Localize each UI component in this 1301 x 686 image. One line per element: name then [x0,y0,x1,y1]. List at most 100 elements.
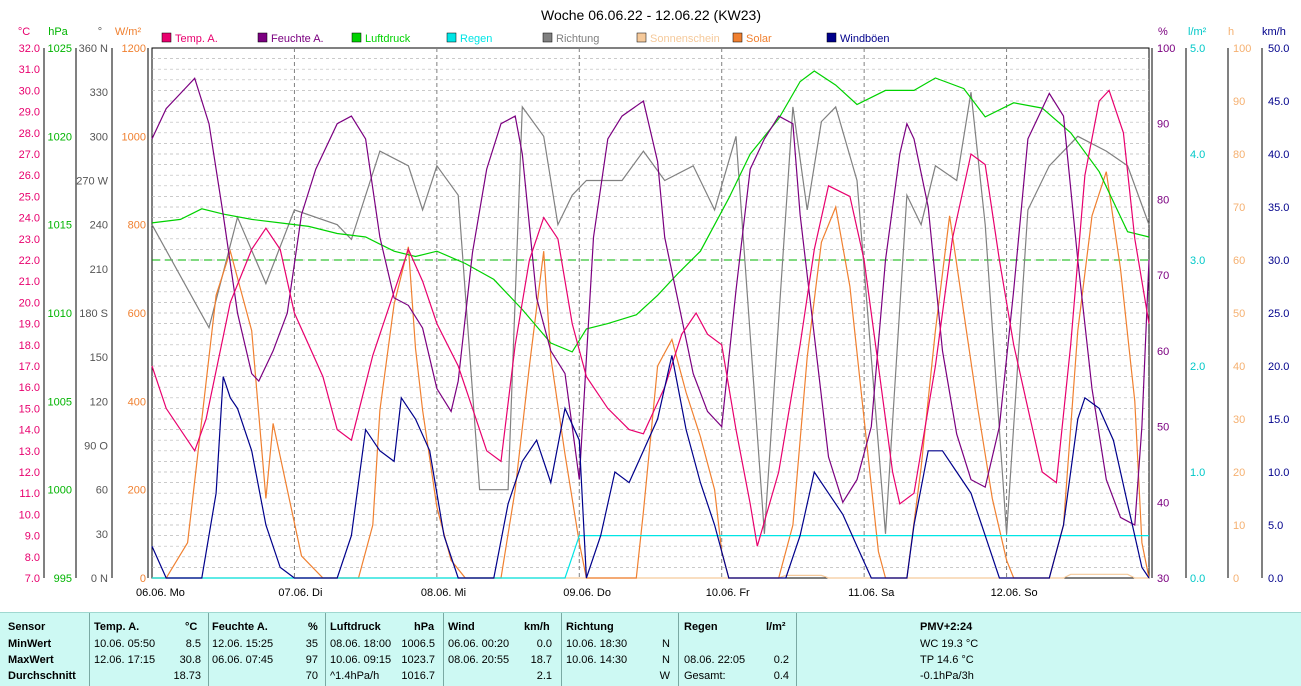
axis-tick-wind: 15.0 [1268,414,1289,426]
stats-cell-pmv: TP 14.6 °C [920,654,974,666]
axis-tick-temp: 21.0 [19,276,40,288]
axis-tick-solar: 1200 [122,43,146,55]
axis-tick-temp: 12.0 [19,467,40,479]
legend-label-4: Richtung [556,33,599,45]
axis-tick-sunshine: 10 [1233,520,1245,532]
axis-tick-solar: 0 [140,573,146,585]
axis-tick-humidity: 90 [1157,119,1169,131]
axis-tick-direction: 240 [90,220,108,232]
axis-tick-solar: 600 [128,308,146,320]
series-line-sonnenschein [152,573,1149,579]
axes: °C 32.0 31.0 30.0 29.0 28.0 27.0 26.0 25.0 24.0 23… [18,26,1290,599]
axis-tick-wind: 0.0 [1268,573,1283,585]
axis-tick-direction: 60 [96,485,108,497]
legend-label-7: Windböen [840,33,890,45]
stats-cell-press-val: 1023.7 [401,654,435,666]
axis-tick-wind: 25.0 [1268,308,1289,320]
axis-tick-temp: 29.0 [19,107,40,119]
axis-tick-humidity: 40 [1157,497,1169,509]
day-label: 08.06. Mi [421,587,466,599]
legend-swatch-1 [257,32,268,43]
axis-tick-temp: 31.0 [19,64,40,76]
legend-swatch-5 [636,32,647,43]
day-label: 12.06. So [991,587,1038,599]
stats-cell-dir-val: N [662,654,670,666]
axis-unit-sunshine: h [1228,26,1234,38]
series-layer [151,70,1150,579]
stats-header-temp: Temp. A. [94,621,140,633]
stats-header-wind: Wind [448,621,475,633]
stats-cell-rain-time: Gesamt: [684,670,726,682]
axis-tick-temp: 10.0 [19,509,40,521]
axis-tick-direction: 330 [90,87,108,99]
axis-tick-pressure: 1025 [48,43,72,55]
axis-tick-solar: 400 [128,396,146,408]
stats-header-pmv: PMV+2:24 [920,621,973,633]
legend-label-5: Sonnenschein [650,33,720,45]
stats-cell-rain-time: 08.06. 22:05 [684,654,746,666]
axis-tick-temp: 9.0 [25,531,40,543]
axis-tick-temp: 14.0 [19,425,40,437]
axis-tick-sunshine: 50 [1233,308,1245,320]
axis-tick-sunshine: 40 [1233,361,1245,373]
stats-cell-hum-val: 35 [305,638,318,650]
axis-tick-sunshine: 90 [1233,96,1245,108]
stats-cell-hum-val: 70 [305,670,318,682]
axis-tick-direction: 360 N [79,43,108,55]
stats-header-hum: Feuchte A. [212,621,268,633]
axis-tick-direction: 210 [90,264,108,276]
legend-swatch-4 [542,32,553,43]
axis-tick-direction: 90 O [84,441,108,453]
axis-tick-pressure: 1020 [48,131,72,143]
axis-tick-sunshine: 20 [1233,467,1245,479]
axis-tick-direction: 30 [96,529,108,541]
stats-cell-hum-time: 06.06. 07:45 [212,654,274,666]
stats-cell-wind-val: 18.7 [530,654,552,666]
axis-tick-solar: 800 [128,220,146,232]
stats-header-sensor: Sensor [8,621,46,633]
axis-unit-rain: l/m² [1188,26,1207,38]
stats-header-hum-unit: % [308,621,318,633]
axis-tick-humidity: 70 [1157,270,1169,282]
legend-swatch-6 [732,32,743,43]
stats-cell-dir-val: W [659,670,670,682]
series-line-windb-en [151,355,1150,579]
axis-tick-humidity: 60 [1157,346,1169,358]
axis-unit-wind: km/h [1262,26,1286,38]
stats-cell-press-val: 1006.5 [401,638,435,650]
axis-tick-wind: 35.0 [1268,202,1289,214]
legend-label-6: Solar [746,33,772,45]
day-label: 07.06. Di [278,587,322,599]
axis-tick-temp: 8.0 [25,552,40,564]
day-label: 06.06. Mo [136,587,185,599]
stats-cell-wind-val: 0.0 [536,638,552,650]
stats-cell-temp-val: 8.5 [185,638,201,650]
axis-tick-solar: 200 [128,485,146,497]
weather-chart: Woche 06.06.22 - 12.06.22 (KW23) Temp. A… [18,7,1290,599]
axis-unit-pressure: hPa [48,26,68,38]
axis-tick-sunshine: 30 [1233,414,1245,426]
axis-tick-rain: 1.0 [1190,467,1205,479]
axis-tick-temp: 7.0 [25,573,40,585]
day-label: 10.06. Fr [706,587,750,599]
series-line-richtung [151,92,1150,534]
stats-cell-pmv: WC 19.3 °C [920,638,979,650]
axis-tick-temp: 17.0 [19,361,40,373]
axis-tick-sunshine: 100 [1233,43,1251,55]
stats-cell-dir-time: 10.06. 18:30 [566,638,628,650]
axis-tick-temp: 24.0 [19,213,40,225]
series-line-feuchte-a [151,77,1150,526]
axis-tick-pressure: 1000 [48,485,72,497]
axis-tick-temp: 20.0 [19,297,40,309]
axis-tick-sunshine: 0 [1233,573,1239,585]
stats-header-press-unit: hPa [414,621,435,633]
stats-cell-press-time: 08.06. 18:00 [330,638,392,650]
axis-unit-direction: ° [98,26,102,38]
axis-tick-wind: 10.0 [1268,467,1289,479]
axis-tick-temp: 18.0 [19,340,40,352]
legend-label-0: Temp. A. [175,33,218,45]
stats-cell-label: MaxWert [8,654,54,666]
axis-tick-direction: 180 S [79,308,108,320]
axis-tick-wind: 45.0 [1268,96,1289,108]
axis-tick-pressure: 1005 [48,396,72,408]
